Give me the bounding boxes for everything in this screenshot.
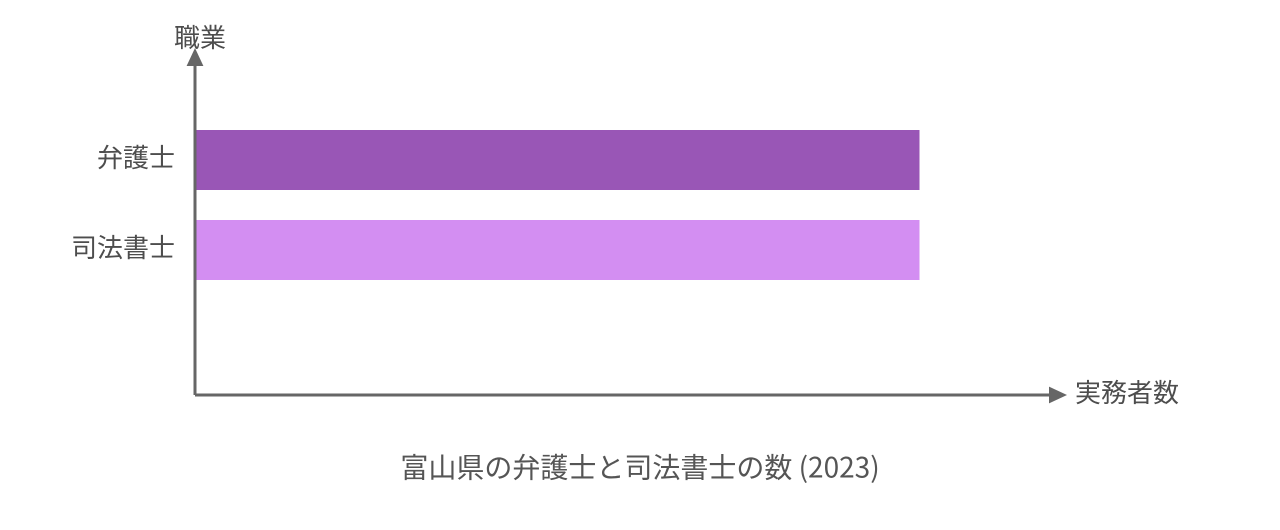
category-label-1: 司法書士 <box>71 228 175 265</box>
bar-1 <box>195 220 919 280</box>
chart-title: 富山県の弁護士と司法書士の数 (2023) <box>400 447 879 487</box>
bar-chart: 弁護士司法書士 職業実務者数富山県の弁護士と司法書士の数 (2023) <box>0 0 1280 530</box>
y-axis-label: 職業 <box>174 18 226 55</box>
category-label-0: 弁護士 <box>97 138 175 175</box>
bar-0 <box>195 130 919 190</box>
x-axis-label: 実務者数 <box>1075 373 1179 410</box>
chart-container: 弁護士司法書士 職業実務者数富山県の弁護士と司法書士の数 (2023) <box>0 0 1280 530</box>
